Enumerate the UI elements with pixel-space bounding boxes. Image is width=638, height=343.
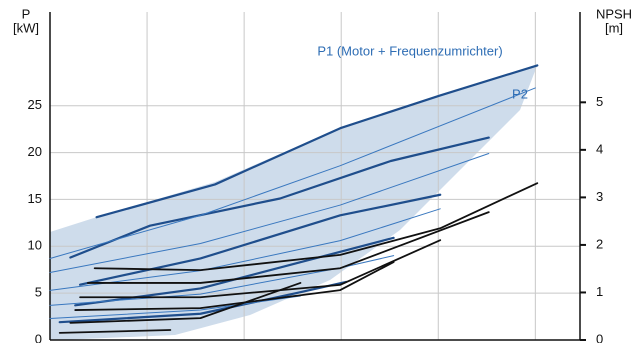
curve <box>95 64 539 219</box>
curve <box>49 153 490 274</box>
p1-range-area <box>50 66 537 340</box>
y-tick-label: 20 <box>28 144 42 159</box>
curve <box>79 239 442 299</box>
y-axis-label: [kW] <box>13 20 39 35</box>
curve <box>69 136 490 259</box>
y2-tick-label: 5 <box>596 94 603 109</box>
y-tick-label: 25 <box>28 97 42 112</box>
y2-axis-label: [m] <box>605 20 623 35</box>
curve <box>93 182 539 272</box>
curve <box>86 211 490 284</box>
curve <box>49 255 395 306</box>
y-tick-label: 5 <box>35 285 42 300</box>
annotation: P2 <box>512 86 528 101</box>
curve <box>78 193 442 286</box>
curve <box>49 295 301 319</box>
y2-tick-label: 3 <box>596 189 603 204</box>
y2-axis-label: NPSH <box>596 6 632 21</box>
curve <box>69 282 302 324</box>
curve <box>58 329 172 334</box>
curve <box>49 208 441 291</box>
curve <box>49 87 536 259</box>
y-tick-label: 15 <box>28 191 42 206</box>
y2-tick-label: 2 <box>596 236 603 251</box>
y-tick-label: 0 <box>35 331 42 343</box>
y-tick-label: 10 <box>28 238 42 253</box>
y2-tick-label: 4 <box>596 141 603 156</box>
y2-tick-label: 0 <box>596 331 603 343</box>
annotation: P1 (Motor + Frequenzumrichter) <box>317 43 502 58</box>
y2-tick-label: 1 <box>596 284 603 299</box>
curve <box>74 261 395 311</box>
y-axis-label: P <box>22 6 31 21</box>
